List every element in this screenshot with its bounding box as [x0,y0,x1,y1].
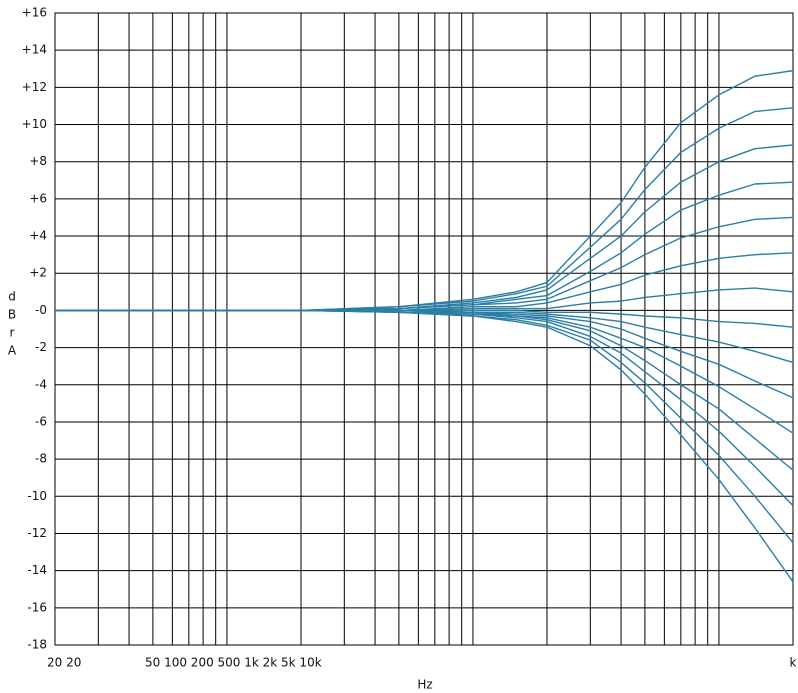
y-axis-label: r [10,326,15,340]
y-tick-label: -12 [27,526,47,540]
y-tick-label: -4 [35,377,47,391]
response-curve [55,309,794,583]
plot-border [54,12,794,646]
x-tick-label: 20 20 [47,656,81,670]
y-tick-label: +2 [29,266,47,280]
x-tick-label: 50 100 200 500 1k 2k 5k 10k [145,656,322,670]
y-axis-label: B [8,308,16,322]
x-axis-label: Hz [417,678,432,692]
y-tick-label: +16 [22,6,47,20]
y-tick-label: +4 [29,229,47,243]
y-tick-label: +14 [22,43,47,57]
x-tick-label: k [790,656,797,670]
y-axis-label: A [8,344,17,358]
y-tick-label: -18 [27,638,47,652]
y-tick-label: -16 [27,600,47,614]
y-tick-label: -0 [35,303,47,317]
y-tick-label: -14 [27,563,47,577]
y-tick-label: -2 [35,340,47,354]
y-tick-label: +12 [22,80,47,94]
y-tick-label: +8 [29,154,47,168]
y-tick-label: -10 [27,489,47,503]
y-tick-label: +10 [22,117,47,131]
y-axis-label: d [8,290,16,304]
y-tick-label: -6 [35,414,47,428]
y-tick-label: +6 [29,191,47,205]
y-tick-label: -8 [35,452,47,466]
